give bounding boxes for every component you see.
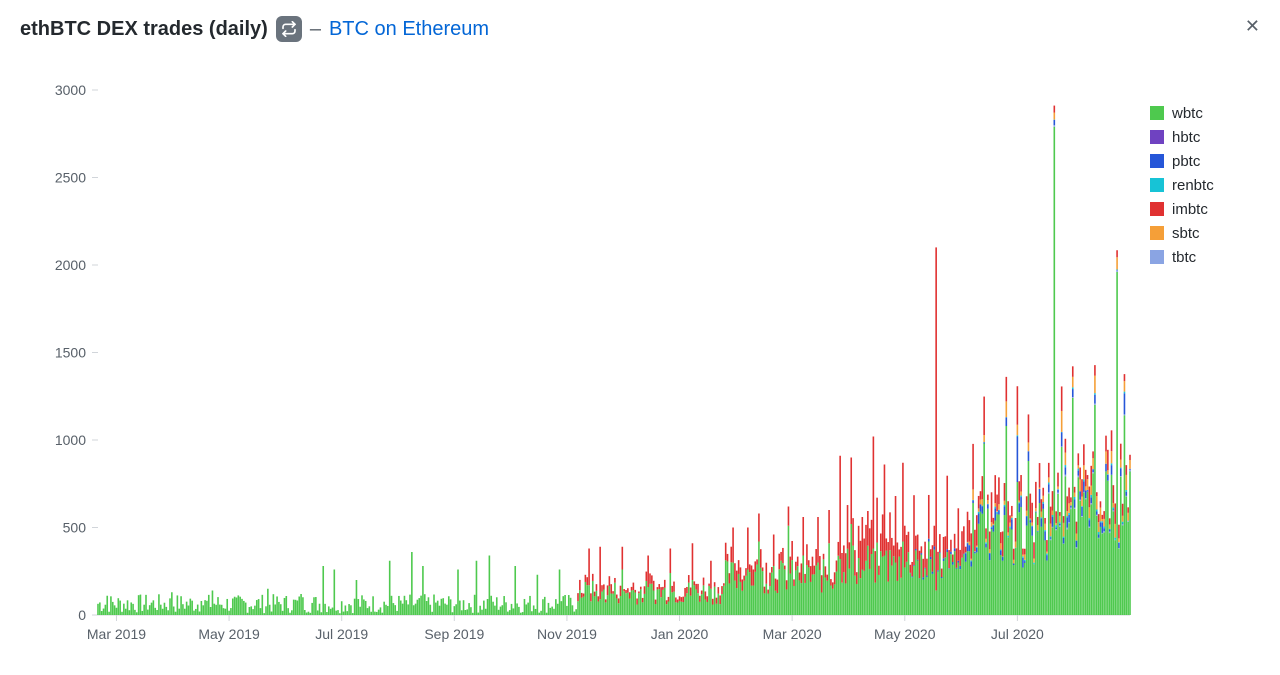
svg-text:May 2020: May 2020	[874, 626, 936, 642]
svg-text:renbtc: renbtc	[1172, 177, 1214, 194]
svg-text:pbtc: pbtc	[1172, 153, 1201, 170]
svg-text:May 2019: May 2019	[198, 626, 260, 642]
svg-text:sbtc: sbtc	[1172, 225, 1200, 242]
svg-text:1500: 1500	[55, 345, 86, 361]
svg-text:3000: 3000	[55, 82, 86, 98]
svg-text:2000: 2000	[55, 257, 86, 273]
title-dash: –	[310, 18, 321, 41]
svg-text:Jan 2020: Jan 2020	[651, 626, 709, 642]
chart-card: ethBTC DEX trades (daily) – BTC on Ether…	[0, 0, 1280, 675]
close-icon[interactable]: ✕	[1241, 12, 1264, 41]
title-row: ethBTC DEX trades (daily) – BTC on Ether…	[20, 16, 1260, 42]
svg-text:Mar 2019: Mar 2019	[87, 626, 146, 642]
svg-text:500: 500	[63, 520, 87, 536]
chart-title: ethBTC DEX trades (daily)	[20, 18, 268, 41]
svg-text:Nov 2019: Nov 2019	[537, 626, 597, 642]
chart-subtitle-link[interactable]: BTC on Ethereum	[329, 18, 489, 41]
svg-text:2500: 2500	[55, 170, 86, 186]
svg-text:1000: 1000	[55, 432, 86, 448]
svg-text:0: 0	[78, 607, 86, 623]
refresh-icon[interactable]	[276, 16, 302, 42]
svg-text:wbtc: wbtc	[1171, 105, 1203, 122]
svg-text:Jul 2020: Jul 2020	[991, 626, 1044, 642]
chart-plot: 0 500 1000 1500 2000 2500 3000 Mar 2019 May 2019…	[20, 70, 1260, 655]
svg-text:tbtc: tbtc	[1172, 249, 1197, 266]
svg-text:Jul 2019: Jul 2019	[315, 626, 368, 642]
svg-text:Mar 2020: Mar 2020	[763, 626, 822, 642]
svg-text:Sep 2019: Sep 2019	[424, 626, 484, 642]
svg-text:imbtc: imbtc	[1172, 201, 1208, 218]
svg-text:hbtc: hbtc	[1172, 129, 1201, 146]
